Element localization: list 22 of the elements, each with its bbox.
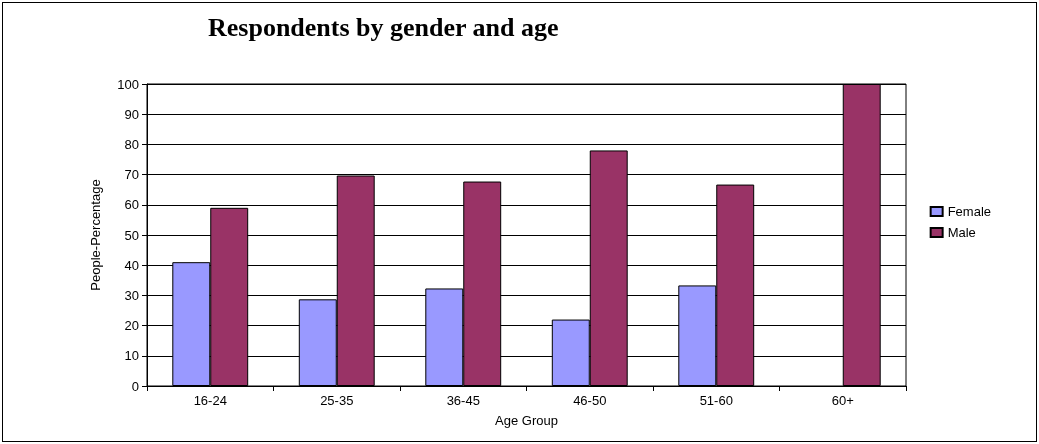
x-tick-label: 16-24 — [193, 393, 227, 408]
y-tick-label: 0 — [131, 378, 139, 394]
legend-label: Female — [947, 204, 992, 219]
y-tick-label: 60 — [124, 197, 139, 213]
y-tick-label: 90 — [124, 106, 139, 122]
x-tick-label: 60+ — [831, 393, 854, 408]
chart-title: Respondents by gender and age — [208, 12, 559, 42]
y-axis-title: People-Percentage — [88, 179, 103, 291]
y-tick-label: 20 — [124, 318, 139, 334]
legend-label: Male — [947, 225, 976, 240]
y-tick-label: 70 — [124, 167, 139, 183]
y-tick-label: 80 — [124, 136, 139, 152]
y-tick-label: 30 — [124, 287, 139, 303]
y-tick-label: 10 — [124, 348, 139, 364]
x-tick-label: 25-35 — [320, 393, 354, 408]
x-tick-label: 51-60 — [699, 393, 733, 408]
x-axis-title: Age Group — [495, 413, 558, 428]
x-tick-label: 36-45 — [446, 393, 480, 408]
x-tick-label: 46-50 — [573, 393, 607, 408]
y-tick-label: 40 — [124, 257, 139, 273]
y-tick-label: 50 — [124, 227, 139, 243]
y-tick-label: 100 — [117, 76, 139, 92]
